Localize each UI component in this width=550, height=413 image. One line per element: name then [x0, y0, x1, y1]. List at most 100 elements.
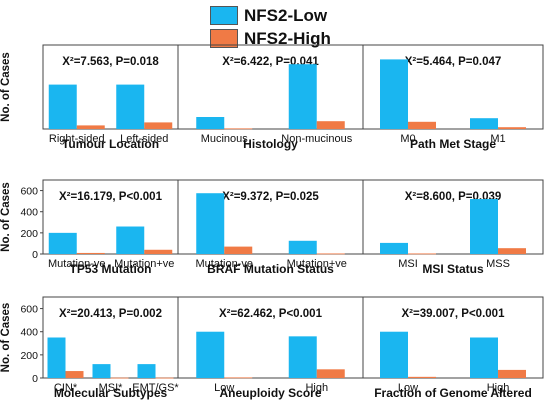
- bar-high-3: [155, 377, 174, 379]
- y-axis-label: No. of Cases: [0, 303, 12, 373]
- y-tick-label: 600: [20, 186, 38, 198]
- panel-title: Tumour Location: [62, 137, 159, 151]
- legend-swatch-high: [210, 29, 238, 48]
- category-label: Right-sided: [49, 133, 105, 145]
- panel-title: BRAF Mutation Status: [207, 262, 334, 276]
- y-tick-label: 200: [20, 228, 38, 240]
- stat-annotation: X²=16.179, P<0.001: [59, 191, 163, 203]
- category-label: Mucinous: [201, 133, 249, 145]
- y-tick-label: 0: [32, 249, 38, 261]
- stat-annotation: X²=39.007, P<0.001: [402, 308, 506, 320]
- y-tick-label: 200: [20, 350, 38, 362]
- bar-low-2: [288, 240, 317, 254]
- category-label: MSI*: [99, 382, 124, 394]
- legend-item-low: NFS2-Low: [210, 5, 350, 27]
- stat-annotation: X²=9.372, P=0.025: [222, 191, 319, 203]
- bar-high-1: [65, 371, 84, 378]
- category-label: Mutation-ve: [196, 258, 253, 270]
- bar-high-1: [408, 253, 436, 255]
- category-label: Low: [214, 382, 234, 394]
- legend: NFS2-Low NFS2-High: [210, 3, 350, 51]
- panel-title: Aneuploidy Score: [219, 386, 321, 400]
- bar-high-2: [144, 249, 173, 254]
- category-label: Mutation+ve: [114, 258, 174, 270]
- bar-low-1: [47, 337, 66, 378]
- bar-high-2: [316, 121, 345, 129]
- stat-annotation: X²=7.563, P=0.018: [62, 56, 159, 68]
- bar-low-2: [288, 64, 317, 129]
- bar-low-1: [196, 117, 225, 129]
- stat-annotation: X²=5.464, P=0.047: [405, 56, 502, 68]
- bar-high-2: [110, 377, 129, 379]
- panel-title: MSI Status: [422, 262, 484, 276]
- y-tick-label: 0: [32, 373, 38, 385]
- category-label: CIN*: [54, 382, 78, 394]
- panel-frame: [362, 44, 544, 130]
- stat-annotation: X²=62.462, P<0.001: [219, 308, 323, 320]
- bar-high-1: [76, 125, 105, 129]
- bar-high-2: [498, 248, 526, 254]
- category-label: M1: [490, 133, 505, 145]
- category-label: MSI: [398, 258, 418, 270]
- category-label: High: [487, 382, 510, 394]
- bar-low-1: [380, 331, 408, 378]
- y-tick-label: 400: [20, 327, 38, 339]
- bar-low-2: [116, 226, 145, 254]
- category-label: MSS: [486, 258, 510, 270]
- bar-high-2: [498, 369, 526, 378]
- panel-7: X²=20.413, P=0.002 CIN* MSI* EMT/GS* 0 200 400…: [0, 296, 179, 400]
- bar-low-2: [470, 199, 498, 254]
- category-label: Non-mucinous: [281, 133, 352, 145]
- bar-low-3: [137, 364, 156, 378]
- bar-high-1: [224, 246, 253, 254]
- bar-low-1: [380, 242, 408, 254]
- bar-high-1: [224, 128, 253, 130]
- panel-5: X²=9.372, P=0.025 Mutation-ve Mutation+veB…: [177, 179, 364, 276]
- category-label: EMT/GS*: [132, 382, 179, 394]
- bar-low-1: [196, 193, 225, 254]
- panel-title: Path Met Stage: [410, 137, 496, 151]
- bar-high-1: [224, 377, 253, 379]
- bar-high-1: [76, 252, 105, 254]
- panel-title: Fraction of Genome Altered: [374, 386, 532, 400]
- panel-4: X²=16.179, P<0.001 Mutation-ve Mutation+ve…: [0, 179, 179, 276]
- legend-swatch-low: [210, 6, 238, 25]
- bar-high-2: [316, 253, 345, 255]
- y-tick-label: 400: [20, 207, 38, 219]
- bar-low-2: [92, 364, 111, 378]
- y-tick-label: 600: [20, 304, 38, 316]
- bar-high-1: [408, 376, 436, 378]
- y-axis-label: No. of Cases: [0, 182, 12, 252]
- bar-low-1: [380, 59, 408, 129]
- bar-high-2: [498, 127, 526, 129]
- stat-annotation: X²=20.413, P=0.002: [59, 308, 162, 320]
- category-label: High: [305, 382, 328, 394]
- legend-label-low: NFS2-Low: [244, 6, 328, 25]
- panel-frame: [362, 296, 544, 379]
- bar-low-2: [470, 337, 498, 378]
- legend-label-high: NFS2-High: [244, 29, 331, 48]
- category-label: Mutation-ve: [48, 258, 105, 270]
- bar-low-2: [288, 336, 317, 378]
- bar-low-1: [48, 84, 77, 129]
- bar-low-2: [116, 84, 145, 129]
- bar-high-2: [316, 369, 345, 378]
- panel-title: TP53 Mutation: [69, 262, 151, 276]
- bar-low-1: [48, 232, 77, 254]
- bar-high-1: [408, 121, 436, 129]
- panel-title: Molecular Subtypes: [54, 386, 168, 400]
- category-label: Left-sided: [120, 133, 168, 145]
- bar-low-1: [196, 331, 225, 378]
- category-label: Mutation+ve: [287, 258, 347, 270]
- panel-frame: [362, 179, 544, 255]
- bar-high-2: [144, 122, 173, 129]
- y-axis-label: No. of Cases: [0, 52, 12, 122]
- bar-low-2: [470, 118, 498, 129]
- category-label: M0: [400, 133, 415, 145]
